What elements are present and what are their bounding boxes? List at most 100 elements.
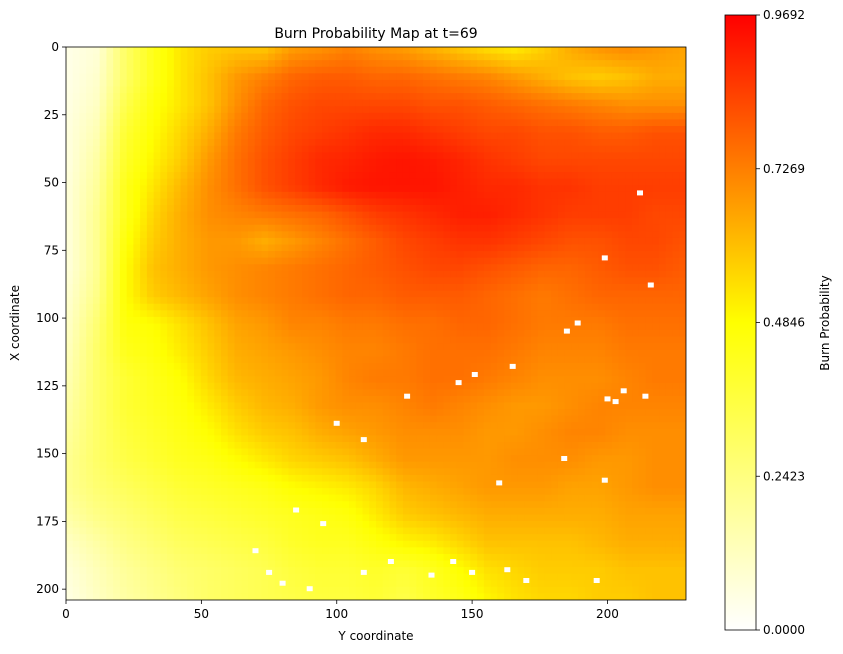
heatmap-cell <box>625 257 633 265</box>
heatmap-cell <box>376 172 384 180</box>
heatmap-cell <box>167 264 175 272</box>
heatmap-cell <box>72 66 81 74</box>
heatmap-cell <box>92 349 101 358</box>
heatmap-cell <box>342 158 350 167</box>
heatmap-cell <box>638 297 647 305</box>
heatmap-cell <box>200 126 209 134</box>
heatmap-cell <box>79 79 87 88</box>
heatmap-cell <box>376 218 384 226</box>
heatmap-cell <box>355 336 364 344</box>
heatmap-cell <box>490 257 498 265</box>
heatmap-cell <box>477 343 485 351</box>
heatmap-cell <box>396 47 404 55</box>
heatmap-cell <box>510 205 519 213</box>
heatmap-cell <box>146 231 155 239</box>
heatmap-cell <box>537 323 546 331</box>
heatmap-cell <box>274 99 283 107</box>
heatmap-cell <box>167 191 175 200</box>
heatmap-cell <box>625 191 633 200</box>
heatmap-cell <box>214 93 222 101</box>
heatmap-cell <box>227 343 236 351</box>
heatmap-cell <box>618 231 626 239</box>
heatmap-cell <box>241 231 249 239</box>
heatmap-cell <box>308 290 316 298</box>
heatmap-cell <box>497 349 505 358</box>
heatmap-cell <box>389 158 397 167</box>
heatmap-cell <box>86 152 94 160</box>
heatmap-cell <box>227 139 236 147</box>
heatmap-cell <box>436 336 444 344</box>
heatmap-cell <box>369 336 377 344</box>
heatmap-cell <box>106 198 114 206</box>
heatmap-cell <box>301 165 310 173</box>
heatmap-cell <box>362 303 370 311</box>
heatmap-cell <box>227 191 236 200</box>
heatmap-cell <box>470 198 478 206</box>
heatmap-cell <box>679 211 686 219</box>
heatmap-cell <box>524 53 532 61</box>
heatmap-cell <box>180 382 188 390</box>
heatmap-cell <box>578 112 586 121</box>
heatmap-cell <box>106 139 114 147</box>
heatmap-cell <box>632 363 640 371</box>
heatmap-cell <box>92 99 101 107</box>
heatmap-cell <box>126 277 134 285</box>
heatmap-cell <box>443 60 451 68</box>
heatmap-cell <box>349 224 357 232</box>
heatmap-cell <box>241 323 249 331</box>
heatmap-cell <box>79 60 87 68</box>
heatmap-cell <box>429 165 438 173</box>
heatmap-cell <box>571 376 579 384</box>
heatmap-cell <box>355 66 364 74</box>
heatmap-cell <box>557 376 566 384</box>
heatmap-cell <box>510 369 519 377</box>
heatmap-cell <box>578 93 586 101</box>
heatmap-cell <box>140 165 148 173</box>
heatmap-cell <box>227 119 236 127</box>
heatmap-cell <box>214 330 222 338</box>
heatmap-cell <box>322 382 330 390</box>
heatmap-cell <box>194 284 202 292</box>
heatmap-cell <box>537 60 546 68</box>
heatmap-cell <box>200 349 209 358</box>
heatmap-cell <box>584 336 593 344</box>
heatmap-cell <box>544 47 552 55</box>
heatmap-cell <box>86 402 94 410</box>
heatmap-cell <box>281 382 289 390</box>
heatmap-cell <box>322 284 330 292</box>
heatmap-cell <box>632 369 640 377</box>
heatmap-cell <box>483 119 492 127</box>
heatmap-cell <box>126 93 134 101</box>
heatmap-cell <box>187 402 195 410</box>
heatmap-cell <box>544 363 552 371</box>
heatmap-cell <box>315 297 323 305</box>
heatmap-cell <box>200 257 209 265</box>
heatmap-cell <box>369 178 377 186</box>
heatmap-cell <box>254 277 263 285</box>
heatmap-cell <box>429 73 438 81</box>
heatmap-cell <box>605 376 613 384</box>
heatmap-cell <box>571 106 579 114</box>
heatmap-cell <box>463 126 471 134</box>
heatmap-cell <box>221 297 229 305</box>
heatmap-cell <box>86 310 94 318</box>
heatmap-cell <box>322 66 330 74</box>
heatmap-cell <box>504 251 512 259</box>
heatmap-cell <box>456 349 465 358</box>
heatmap-cell <box>416 277 424 285</box>
heatmap-cell <box>349 211 357 219</box>
heatmap-cell <box>335 264 343 272</box>
heatmap-cell <box>79 330 87 338</box>
heatmap-cell <box>308 205 316 213</box>
heatmap-cell <box>443 284 451 292</box>
heatmap-cell <box>167 303 175 311</box>
heatmap-cell <box>72 336 81 344</box>
heatmap-cell <box>355 191 364 200</box>
heatmap-cell <box>99 336 108 344</box>
heatmap-cell <box>180 323 188 331</box>
heatmap-cell <box>625 139 633 147</box>
heatmap-cell <box>517 369 525 377</box>
heatmap-cell <box>295 303 303 311</box>
heatmap-cell <box>261 237 269 246</box>
heatmap-cell <box>308 310 316 318</box>
